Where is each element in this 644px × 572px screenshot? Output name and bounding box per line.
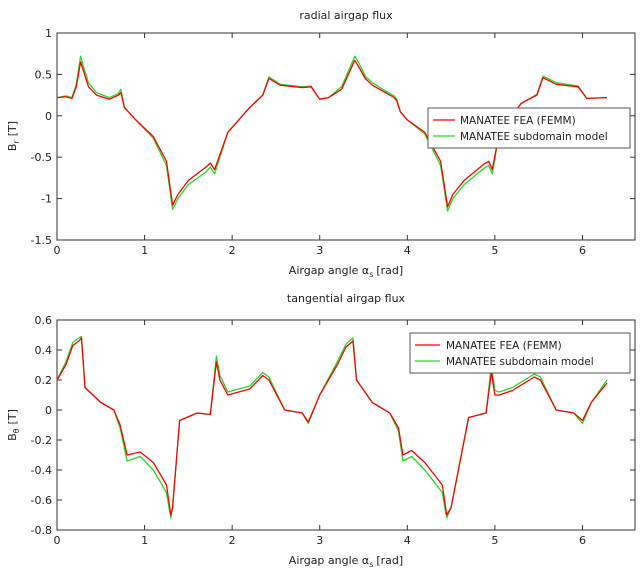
x-tick-label: 2	[229, 534, 236, 547]
y-tick-label: -1	[41, 193, 52, 206]
y-tick-label: 0.6	[35, 314, 53, 327]
x-tick-label: 4	[404, 534, 411, 547]
x-tick-label: 5	[491, 534, 498, 547]
x-tick-label: 3	[316, 244, 323, 257]
legend-label-subdomain: MANATEE subdomain model	[460, 131, 608, 143]
x-tick-label: 6	[579, 244, 586, 257]
y-tick-label: -0.5	[31, 151, 52, 164]
y-tick-label: 0	[45, 110, 52, 123]
x-tick-label: 5	[491, 244, 498, 257]
legend-label-subdomain: MANATEE subdomain model	[446, 356, 594, 368]
x-axis-label: Airgap angle αs [rad]	[289, 264, 403, 279]
y-tick-label: 1	[45, 27, 52, 40]
x-tick-label: 2	[229, 244, 236, 257]
y-tick-label: 0.2	[35, 374, 53, 387]
y-tick-label: -0.8	[31, 524, 52, 537]
legend-box	[409, 332, 631, 374]
chart-title: tangential airgap flux	[287, 292, 406, 305]
legend-label-fea: MANATEE FEA (FEMM)	[460, 115, 576, 127]
legend-box	[427, 107, 631, 149]
y-tick-label: -1.5	[31, 234, 52, 247]
y-tick-label: 0.5	[35, 68, 53, 81]
x-tick-label: 1	[141, 534, 148, 547]
y-tick-label: -0.2	[31, 434, 52, 447]
series-group	[56, 335, 608, 519]
y-axis-label: Bθ[T]	[6, 409, 21, 441]
x-tick-labels: 0 1 2 3 4 5 6	[54, 534, 586, 547]
x-tick-label: 0	[54, 534, 61, 547]
legend: MANATEE FEA (FEMM) MANATEE subdomain mod…	[409, 332, 631, 374]
y-tick-labels: 1 0.5 0 -0.5 -1 -1.5	[31, 27, 52, 247]
series-line-fea	[56, 337, 608, 516]
y-tick-label: -0.4	[31, 464, 52, 477]
chart-tangential: tangential airgap flux 0 1 2 3 4 5 6 0.6 0.4 0.2…	[6, 292, 636, 569]
x-axis-label: Airgap angle αs [rad]	[289, 554, 403, 569]
x-tick-label: 6	[579, 534, 586, 547]
x-tick-label: 3	[316, 534, 323, 547]
x-tick-label: 4	[404, 244, 411, 257]
y-tick-label: 0	[45, 404, 52, 417]
series-group	[56, 55, 608, 212]
tick-group	[56, 32, 635, 241]
y-tick-label: -0.6	[31, 494, 52, 507]
y-tick-label: 0.4	[35, 344, 53, 357]
legend: MANATEE FEA (FEMM) MANATEE subdomain mod…	[427, 107, 631, 149]
series-line-fea	[56, 59, 608, 208]
legend-label-fea: MANATEE FEA (FEMM)	[446, 340, 562, 352]
chart-radial: radial airgap flux 0 1 2 3 4 5 6 1 0.5 0 -0.5 -1 -1…	[6, 9, 636, 279]
x-tick-labels: 0 1 2 3 4 5 6	[54, 244, 586, 257]
y-axis-label: Br[T]	[6, 121, 21, 151]
x-tick-label: 1	[141, 244, 148, 257]
chart-title: radial airgap flux	[299, 9, 393, 22]
x-tick-label: 0	[54, 244, 61, 257]
tick-group	[56, 319, 635, 531]
y-tick-labels: 0.6 0.4 0.2 0 -0.2 -0.4 -0.6 -0.8	[31, 314, 52, 537]
